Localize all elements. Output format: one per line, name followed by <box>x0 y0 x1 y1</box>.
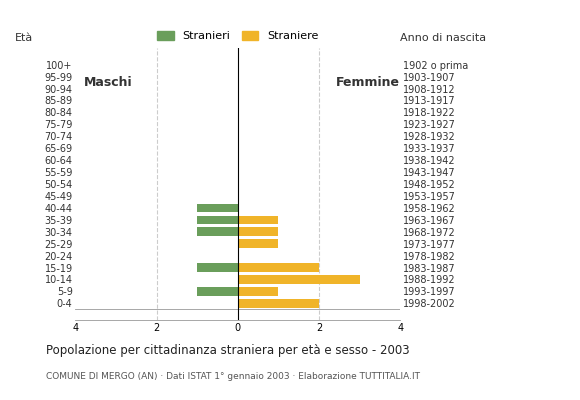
Bar <box>238 216 278 224</box>
Text: Popolazione per cittadinanza straniera per età e sesso - 2003: Popolazione per cittadinanza straniera p… <box>46 344 410 357</box>
Legend: Stranieri, Straniere: Stranieri, Straniere <box>153 26 323 46</box>
Bar <box>238 275 360 284</box>
Text: Femmine: Femmine <box>336 76 400 89</box>
Text: Anno di nascita: Anno di nascita <box>400 32 486 42</box>
Bar <box>238 263 319 272</box>
Bar <box>238 239 278 248</box>
Bar <box>197 228 238 236</box>
Bar <box>238 299 319 308</box>
Text: COMUNE DI MERGO (AN) · Dati ISTAT 1° gennaio 2003 · Elaborazione TUTTITALIA.IT: COMUNE DI MERGO (AN) · Dati ISTAT 1° gen… <box>46 372 420 381</box>
Bar <box>197 204 238 212</box>
Bar <box>238 228 278 236</box>
Bar <box>197 263 238 272</box>
Text: Età: Età <box>15 32 33 42</box>
Text: Maschi: Maschi <box>84 76 132 89</box>
Bar <box>197 216 238 224</box>
Bar <box>238 287 278 296</box>
Bar <box>197 287 238 296</box>
